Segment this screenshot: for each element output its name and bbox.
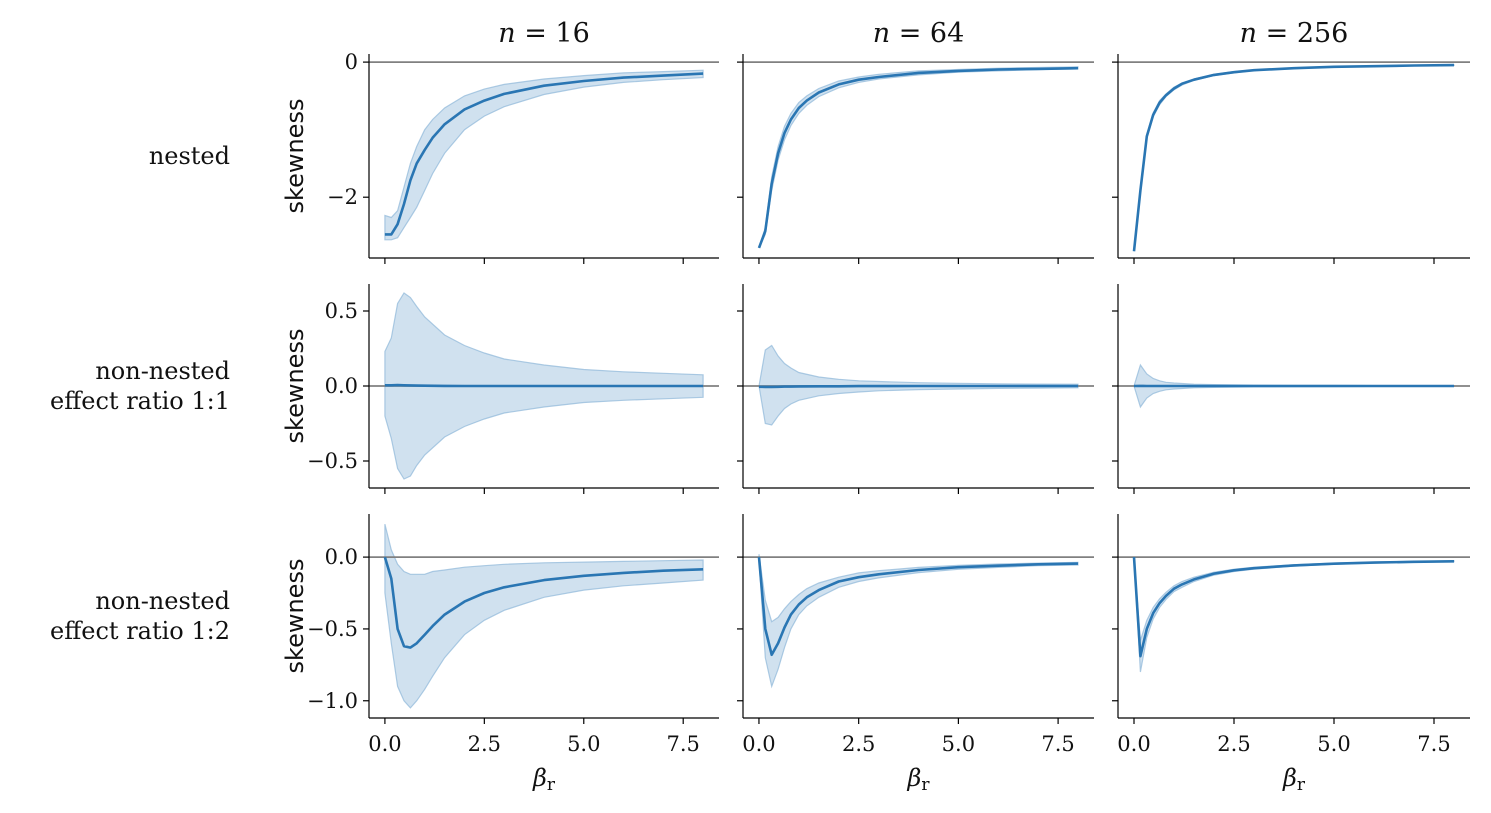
y-tick-label: 0.0 [325,374,358,398]
row-label: non-nested [95,357,230,385]
y-axis-label: skewness [281,559,309,674]
panel-r2-c3 [1112,284,1470,494]
y-tick-label: −0.5 [307,617,358,641]
confidence-band [1133,64,1455,252]
y-tick-label: 0.5 [325,299,358,323]
x-tick-label: 5.0 [567,732,600,756]
mean-line [383,556,704,649]
panel-r3-c1: 0.0 −0.5 −1.0 0.0 2.5 5.0 7.5 βr [307,514,719,795]
mean-line [1132,557,1455,658]
x-tick-label: 2.5 [842,732,875,756]
column-title: n = 256 [1240,18,1349,49]
x-tick-label: 7.5 [1041,732,1074,756]
x-tick-label: 7.5 [1417,732,1450,756]
x-axis-label: βr [906,764,930,795]
confidence-band [1133,557,1455,673]
y-axis-label: skewness [281,99,309,214]
panel-r3-c3: 0.0 2.5 5.0 7.5 βr [1112,514,1470,795]
panel-r1-c2: n = 64 [737,18,1094,264]
panel-r2-c2 [737,284,1094,494]
confidence-band [384,69,704,241]
x-tick-label: 2.5 [468,732,501,756]
y-tick-label: 0 [345,50,358,74]
mean-line [1132,63,1455,252]
y-axis-label: skewness [281,329,309,444]
row-label: effect ratio 1:1 [50,387,230,415]
row-label: effect ratio 1:2 [50,617,230,645]
x-tick-label: 0.0 [1117,732,1150,756]
y-tick-label: −1.0 [307,689,358,713]
mean-line [384,72,704,236]
confidence-band [758,66,1079,249]
column-title: n = 64 [873,18,965,49]
y-tick-label: 0.0 [325,545,358,569]
x-axis-label: βr [532,764,556,795]
x-tick-label: 7.5 [667,732,700,756]
row-label: nested [149,142,230,170]
mean-line [758,384,1078,389]
y-tick-label: −0.5 [307,449,358,473]
y-tick-label: −2 [327,185,358,209]
panel-r1-c3: n = 256 [1112,18,1470,264]
confidence-band [384,523,704,709]
x-tick-label: 0.0 [742,732,775,756]
mean-line [757,66,1079,249]
x-axis-label: βr [1282,764,1306,795]
mean-line [757,556,1079,657]
x-tick-label: 5.0 [942,732,975,756]
confidence-band [758,554,1079,689]
x-tick-label: 2.5 [1217,732,1250,756]
column-title: n = 16 [498,18,590,49]
panel-r3-c2: 0.0 2.5 5.0 7.5 βr [737,514,1094,795]
x-tick-label: 5.0 [1317,732,1350,756]
mean-line [384,383,704,388]
panel-r2-c1: 0.5 0.0 −0.5 [307,284,719,494]
x-tick-label: 0.0 [368,732,401,756]
panel-r1-c1: 0 −2 n = 16 [327,18,719,264]
row-label: non-nested [95,587,230,615]
